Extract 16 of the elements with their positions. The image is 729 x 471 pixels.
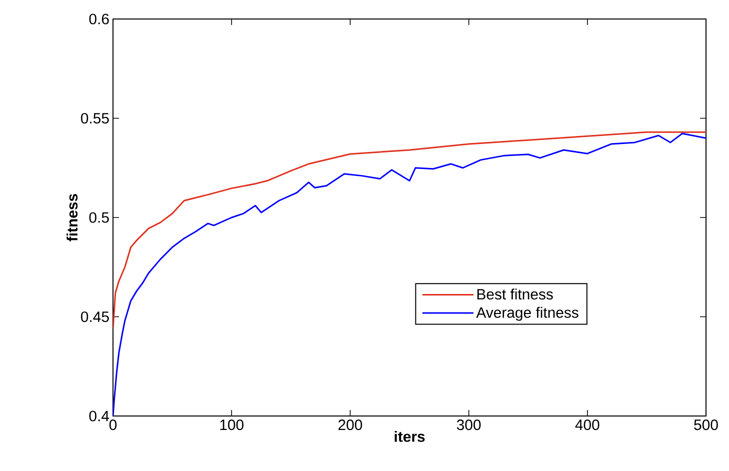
y-tick-label: 0.6 <box>89 14 109 24</box>
legend-label: Average fitness <box>476 306 578 321</box>
x-tick-label: 200 <box>338 420 362 430</box>
y-tick-label: 0.45 <box>80 311 109 322</box>
x-tick-label: 400 <box>575 420 600 430</box>
line-series <box>113 132 706 416</box>
y-tick-label: 0.55 <box>80 112 109 124</box>
x-tick-label: 500 <box>694 420 718 430</box>
x-tick-label: 0 <box>109 420 117 430</box>
y-tick-label: 0.4 <box>89 410 110 422</box>
y-tick-label: 0.5 <box>89 212 109 223</box>
y-axis-title: fitness <box>66 194 78 242</box>
x-tick-label: 300 <box>456 420 481 430</box>
x-axis-title: iters <box>394 430 425 442</box>
x-tick-label: 100 <box>220 420 244 430</box>
legend-label: Best fitness <box>477 288 553 300</box>
